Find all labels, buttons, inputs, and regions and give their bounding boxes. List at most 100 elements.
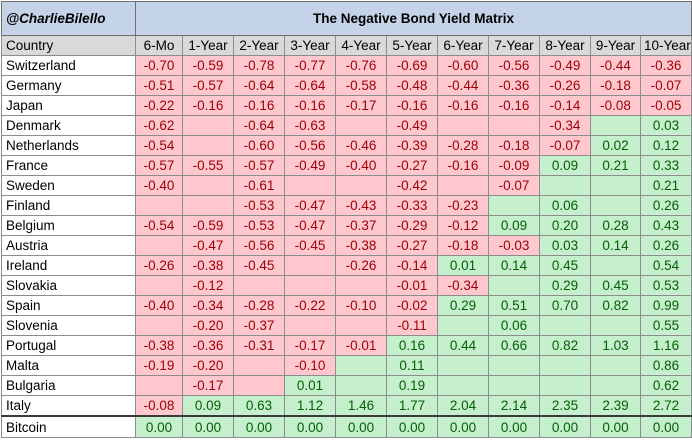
yield-cell: -0.17 <box>284 335 336 356</box>
yield-cell <box>182 135 234 156</box>
yield-cell <box>539 315 591 336</box>
table-row: Ireland -0.26 -0.38 -0.45 -0.26 -0.14 0.01 0.14… <box>1 255 692 276</box>
yield-cell <box>590 355 641 376</box>
yield-cell: 0.99 <box>639 295 692 316</box>
yield-cell: 0.21 <box>639 175 692 196</box>
country-name: France <box>1 155 136 176</box>
yield-cell: -0.64 <box>233 115 285 136</box>
yield-cell: -0.53 <box>233 215 285 236</box>
yield-cell: -0.60 <box>233 135 285 156</box>
yield-cell: 0.14 <box>590 235 641 256</box>
yield-cell: -0.11 <box>386 315 438 336</box>
table-row: Bitcoin 0.00 0.00 0.00 0.00 0.00 0.00 0.00 0.00 0… <box>1 415 692 438</box>
yield-cell <box>135 195 183 216</box>
table-row: Denmark -0.62 -0.64 -0.63 -0.49 -0.34 0.03 <box>1 115 692 136</box>
yield-cell: -0.64 <box>233 75 285 96</box>
yield-cell: 0.06 <box>488 315 540 336</box>
yield-cell: -0.36 <box>639 55 692 76</box>
yield-cell: -0.58 <box>335 75 387 96</box>
yield-cell: -0.47 <box>284 195 336 216</box>
yield-cell: -0.36 <box>182 335 234 356</box>
yield-cell: 0.00 <box>590 415 641 438</box>
yield-cell: -0.69 <box>386 55 438 76</box>
yield-cell: -0.62 <box>135 115 183 136</box>
column-header-7-year: 7-Year <box>488 35 540 56</box>
yield-cell: -0.44 <box>590 55 641 76</box>
yield-cell: -0.17 <box>335 95 387 116</box>
yield-cell: 0.14 <box>488 255 540 276</box>
yield-cell: 0.29 <box>437 295 489 316</box>
column-header-3-year: 3-Year <box>284 35 336 56</box>
yield-cell: 0.66 <box>488 335 540 356</box>
yield-cell: -0.61 <box>233 175 285 196</box>
yield-cell: 2.04 <box>437 395 489 417</box>
yield-cell: 0.28 <box>590 215 641 236</box>
yield-cell: 0.00 <box>488 415 540 438</box>
yield-cell: -0.34 <box>539 115 591 136</box>
table-row: Malta -0.19 -0.20 -0.10 0.11 0.86 <box>1 355 692 376</box>
yield-cell: -0.47 <box>182 235 234 256</box>
yield-cell: 0.29 <box>539 275 591 296</box>
yield-cell <box>284 175 336 196</box>
country-name: Japan <box>1 95 136 116</box>
yield-cell: -0.20 <box>182 355 234 376</box>
yield-cell: -0.17 <box>182 375 234 396</box>
country-name: Belgium <box>1 215 136 236</box>
yield-cell: 0.45 <box>590 275 641 296</box>
yield-cell: 0.26 <box>639 195 692 216</box>
yield-cell: -0.57 <box>233 155 285 176</box>
yield-cell <box>335 275 387 296</box>
yield-cell: -0.29 <box>386 215 438 236</box>
yield-cell <box>590 255 641 276</box>
yield-cell: -0.16 <box>437 95 489 116</box>
yield-cell: 2.35 <box>539 395 591 417</box>
yield-cell <box>335 175 387 196</box>
yield-cell: 0.86 <box>639 355 692 376</box>
yield-cell: -0.27 <box>386 155 438 176</box>
country-name: Austria <box>1 235 136 256</box>
yield-cell <box>335 375 387 396</box>
yield-cell: -0.40 <box>335 155 387 176</box>
yield-cell: 0.00 <box>135 415 183 438</box>
yield-cell: -0.60 <box>437 55 489 76</box>
yield-cell: -0.10 <box>284 355 336 376</box>
yield-cell <box>233 375 285 396</box>
column-header-2-year: 2-Year <box>233 35 285 56</box>
yield-cell: -0.26 <box>335 255 387 276</box>
yield-cell <box>488 195 540 216</box>
yield-cell <box>335 115 387 136</box>
yield-cell: 0.11 <box>386 355 438 376</box>
country-name: Malta <box>1 355 136 376</box>
yield-cell: -0.26 <box>135 255 183 276</box>
country-name: Denmark <box>1 115 136 136</box>
yield-cell: 0.51 <box>488 295 540 316</box>
yield-cell <box>539 355 591 376</box>
yield-cell <box>182 175 234 196</box>
table-row: Austria -0.47 -0.56 -0.45 -0.38 -0.27 -0.18 -0.… <box>1 235 692 256</box>
yield-cell: 0.02 <box>590 135 641 156</box>
yield-cell: -0.27 <box>386 235 438 256</box>
table-row: Bulgaria -0.17 0.01 0.19 0.62 <box>1 375 692 396</box>
yield-cell: -0.07 <box>639 75 692 96</box>
yield-cell <box>233 275 285 296</box>
yield-cell: 0.62 <box>639 375 692 396</box>
yield-cell: -0.22 <box>284 295 336 316</box>
yield-cell: -0.38 <box>135 335 183 356</box>
yield-cell: 0.55 <box>639 315 692 336</box>
yield-cell: 0.82 <box>590 295 641 316</box>
yield-cell: -0.07 <box>488 175 540 196</box>
table-row: Japan -0.22 -0.16 -0.16 -0.16 -0.17 -0.16 -0.16… <box>1 95 692 116</box>
yield-cell: 2.39 <box>590 395 641 417</box>
yield-cell: -0.36 <box>488 75 540 96</box>
yield-cell <box>590 195 641 216</box>
yield-cell: -0.47 <box>284 215 336 236</box>
yield-cell <box>135 235 183 256</box>
country-name: Sweden <box>1 175 136 196</box>
yield-cell: 0.01 <box>284 375 336 396</box>
yield-cell <box>437 115 489 136</box>
country-name: Bitcoin <box>1 415 136 438</box>
table-row: Spain -0.40 -0.34 -0.28 -0.22 -0.10 -0.02 0.29 0… <box>1 295 692 316</box>
yield-cell: 0.43 <box>639 215 692 236</box>
column-header-9-year: 9-Year <box>590 35 641 56</box>
yield-cell: -0.43 <box>335 195 387 216</box>
